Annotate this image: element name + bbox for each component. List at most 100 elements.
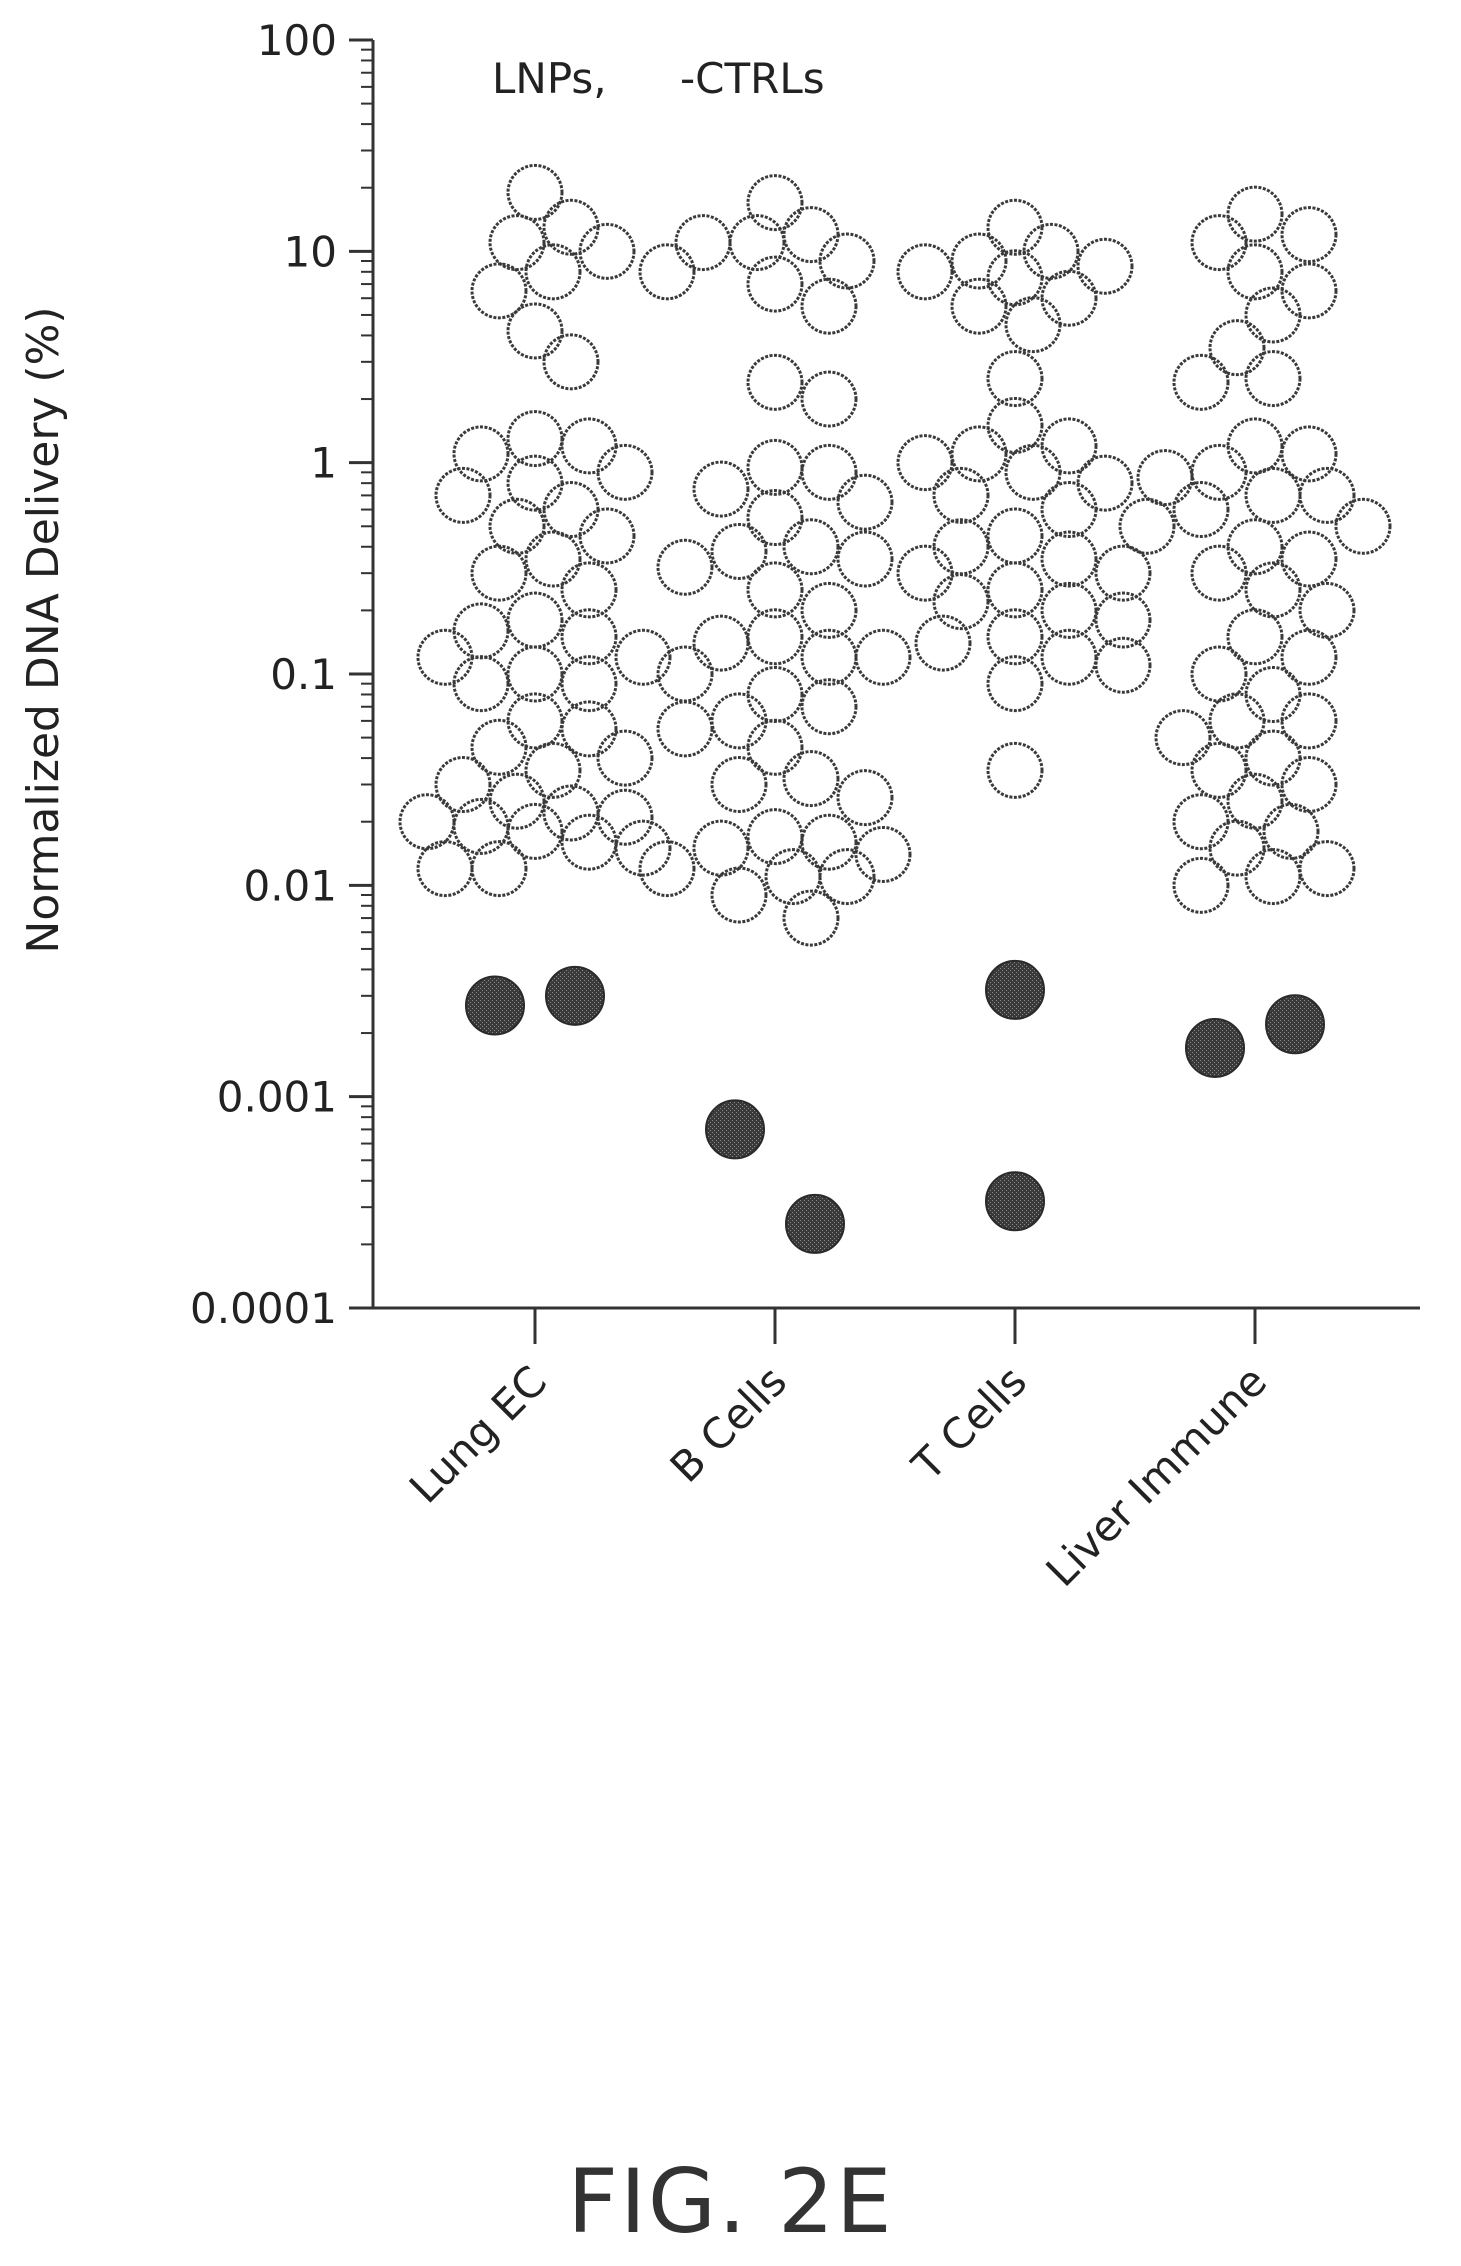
- lnp-point: [578, 507, 636, 565]
- lnp-point: [614, 819, 672, 877]
- lnp-point: [656, 538, 714, 596]
- lnp-point: [782, 518, 840, 576]
- lnp-point: [674, 214, 732, 272]
- lnp-point: [950, 277, 1008, 335]
- lnp-point: [596, 729, 654, 787]
- lnp-point: [986, 396, 1044, 454]
- lnp-point: [1208, 319, 1266, 377]
- lnp-point: [506, 302, 564, 360]
- lnp-point: [656, 645, 714, 703]
- lnp-point: [1208, 819, 1266, 877]
- lnp-point: [800, 628, 858, 686]
- lnp-point: [506, 645, 564, 703]
- axes: [371, 40, 1420, 1310]
- lnp-point: [896, 434, 954, 492]
- lnp-point: [638, 840, 696, 898]
- lnp-point: [746, 608, 804, 666]
- lnp-point: [800, 813, 858, 871]
- lnp-point: [506, 591, 564, 649]
- lnp-point: [542, 481, 600, 539]
- x-axis-ticks: Lung EC B Cells T Cells Liver Immune: [400, 1308, 1276, 1596]
- lnp-point: [1022, 222, 1080, 280]
- y-tick-label: 100: [257, 16, 337, 65]
- lnp-point: [452, 602, 510, 660]
- lnp-point: [1226, 518, 1284, 576]
- lnp-point: [1280, 756, 1338, 814]
- lnp-point: [434, 756, 492, 814]
- lnp-point: [1244, 286, 1302, 344]
- y-tick-label: 10: [284, 227, 337, 276]
- lnp-point: [692, 819, 750, 877]
- lnp-point: [818, 848, 876, 906]
- lnp-point: [560, 655, 618, 713]
- y-tick-label: 1: [310, 439, 337, 488]
- lnp-point: [1298, 466, 1356, 524]
- lnp-point: [986, 561, 1044, 619]
- lnp-point: [1190, 741, 1248, 799]
- lnp-point: [710, 522, 768, 580]
- lnp-point: [1334, 497, 1392, 555]
- lnp-point: [1244, 561, 1302, 619]
- x-tick-label: B Cells: [661, 1356, 796, 1491]
- lnp-point: [800, 370, 858, 428]
- lnp-point: [932, 573, 990, 631]
- lnp-point: [1298, 581, 1356, 639]
- lnp-point: [914, 614, 972, 672]
- lnp-point: [1244, 350, 1302, 408]
- control-point: [1265, 994, 1325, 1055]
- lnp-point: [1190, 544, 1248, 602]
- x-tick-label: T Cells: [902, 1356, 1036, 1490]
- lnp-point: [896, 243, 954, 301]
- lnp-point: [1040, 481, 1098, 539]
- lnp-point: [470, 718, 528, 776]
- figure-label: FIG. 2E: [567, 2150, 894, 2253]
- y-axis-label: Normalized DNA Delivery (%): [18, 306, 69, 953]
- lnp-point: [542, 198, 600, 256]
- lnp-point: [836, 530, 894, 588]
- lnp-point: [452, 655, 510, 713]
- lnp-point: [1226, 185, 1284, 243]
- lnp-point: [692, 460, 750, 518]
- lnp-point: [524, 741, 582, 799]
- lnp-point: [854, 825, 912, 883]
- lnp-point: [986, 608, 1044, 666]
- lnp-point: [1136, 449, 1194, 507]
- lnp-point: [1190, 443, 1248, 501]
- control-point: [545, 965, 605, 1026]
- lnp-point: [1154, 709, 1212, 767]
- lnp-point: [524, 530, 582, 588]
- lnp-point: [746, 808, 804, 866]
- lnp-point: [578, 222, 636, 280]
- lnp-point: [950, 425, 1008, 483]
- lnp-point: [596, 443, 654, 501]
- lnp-point: [452, 797, 510, 855]
- lnp-point: [488, 214, 546, 272]
- lnp-point: [1280, 425, 1338, 483]
- lnp-point: [1118, 497, 1176, 555]
- lnp-point: [746, 665, 804, 723]
- legend-ctrls-label: -CTRLs: [680, 54, 825, 103]
- lnp-point: [1040, 581, 1098, 639]
- lnp-point: [1280, 628, 1338, 686]
- lnp-point: [1172, 856, 1230, 914]
- lnp-point: [932, 518, 990, 576]
- lnp-point: [1094, 591, 1152, 649]
- lnp-point: [1172, 353, 1230, 411]
- lnp-point: [1226, 772, 1284, 830]
- control-point: [985, 959, 1045, 1020]
- lnp-point: [1094, 636, 1152, 694]
- lnp-point: [986, 198, 1044, 256]
- lnp-point: [728, 214, 786, 272]
- lnp-point: [1280, 530, 1338, 588]
- lnp-point: [434, 466, 492, 524]
- lnp-point: [1226, 608, 1284, 666]
- lnp-point: [1244, 665, 1302, 723]
- legend-lnps-label: LNPs,: [492, 54, 607, 103]
- lnp-point: [470, 262, 528, 320]
- lnp-point: [1208, 692, 1266, 750]
- control-point: [1185, 1017, 1245, 1078]
- data-points: [398, 163, 1392, 1254]
- lnp-point: [1262, 802, 1320, 860]
- lnp-point: [506, 163, 564, 221]
- lnp-point: [1190, 214, 1248, 272]
